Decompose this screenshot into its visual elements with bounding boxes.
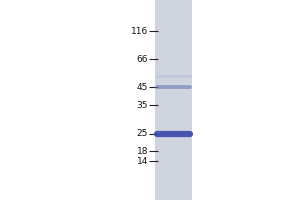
Text: 25: 25 <box>136 130 148 138</box>
Text: 35: 35 <box>136 100 148 110</box>
Bar <box>155 0 192 200</box>
Text: 116: 116 <box>131 26 148 36</box>
Text: 45: 45 <box>136 82 148 92</box>
Text: 18: 18 <box>136 146 148 156</box>
Text: 14: 14 <box>136 156 148 166</box>
Text: 66: 66 <box>136 54 148 64</box>
